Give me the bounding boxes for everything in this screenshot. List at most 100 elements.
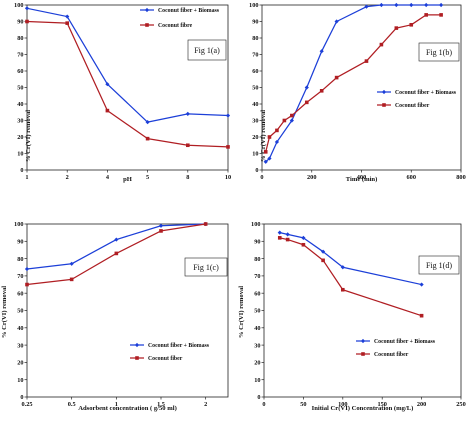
x-tick-label: 0	[260, 174, 263, 181]
y-tick-label: 100	[14, 2, 23, 9]
data-point	[394, 26, 399, 30]
series-line	[265, 4, 442, 163]
x-tick-label: 2	[204, 401, 207, 408]
y-tick-label: 100	[14, 221, 23, 228]
y-tick-label: 40	[17, 325, 23, 332]
y-tick-label: 60	[17, 68, 23, 75]
data-point	[282, 118, 287, 123]
x-tick-label: 400	[357, 174, 366, 181]
data-point	[69, 277, 74, 282]
series-0	[24, 6, 231, 125]
fig-label: Fig 1(d)	[426, 261, 452, 270]
data-point	[65, 14, 70, 19]
y-tick-label: 40	[252, 101, 258, 108]
x-axis-label: Initial Cr(VI) Concentration (mg/L)	[312, 405, 414, 412]
plot-frame	[26, 223, 229, 398]
y-tick-label: 30	[254, 342, 260, 349]
y-tick-label: 80	[254, 256, 260, 263]
fig-label-box	[187, 39, 227, 61]
y-tick-label: 60	[252, 68, 258, 75]
data-point	[364, 59, 369, 63]
data-point	[267, 156, 272, 161]
fig-label-box	[418, 42, 460, 62]
data-point	[159, 229, 163, 233]
y-tick-label: 20	[252, 134, 258, 141]
data-point	[185, 111, 190, 116]
series-1	[25, 222, 208, 287]
x-tick-label: 250	[456, 401, 465, 408]
data-point	[419, 282, 424, 287]
x-tick-label: 5	[146, 174, 149, 181]
x-tick-label: 1	[25, 174, 28, 181]
legend-marker	[145, 23, 149, 27]
y-tick-label: 100	[251, 221, 260, 228]
x-tick-label: 1	[115, 401, 118, 408]
data-point	[364, 4, 369, 9]
y-tick-label: 20	[17, 134, 23, 141]
legend-label: Coconut fiber + Biomass	[148, 343, 210, 349]
chart-panel-c: 0 10 20 30 40 50 60 70 80 90 100 0.25 0.5 1 1.5 2 Adsorb…	[1, 221, 229, 412]
x-tick-label: 2	[66, 174, 69, 181]
y-tick-label: 70	[254, 273, 260, 280]
data-point	[409, 23, 414, 27]
data-point	[285, 232, 290, 237]
legend: Coconut fiber + Biomass Coconut fiber	[356, 338, 436, 358]
x-tick-label: 100	[338, 401, 347, 408]
data-point	[290, 113, 294, 118]
data-point	[304, 85, 309, 90]
data-point	[379, 42, 384, 47]
data-point	[267, 135, 272, 139]
y-tick-label: 0	[20, 167, 23, 174]
y-tick-label: 20	[17, 360, 23, 367]
data-point	[24, 266, 30, 272]
series-line	[26, 223, 206, 270]
data-point	[277, 230, 282, 235]
x-tick-label: 600	[407, 174, 416, 181]
y-axis-label: % Cr(VI) removal	[25, 110, 32, 162]
legend-label: Coconut fiber	[395, 103, 430, 109]
fig-label-box	[184, 257, 228, 277]
y-tick-label: 90	[252, 19, 258, 26]
legend-marker	[360, 338, 366, 344]
data-point	[274, 139, 280, 145]
fig-label-box	[418, 255, 460, 275]
legend-label: Coconut fiber + Biomass	[374, 339, 436, 345]
y-tick-label: 80	[252, 35, 258, 42]
y-tick-label: 70	[17, 273, 23, 280]
x-tick-label: 4	[106, 174, 110, 181]
legend-label: Coconut fiber	[374, 352, 409, 358]
y-tick-label: 10	[17, 377, 23, 384]
chart-panel-a: 0 10 20 30 40 50 60 70 80 90 100 1 2 4 5 8 10 pH % Cr(VI) …	[14, 2, 231, 183]
data-point	[289, 118, 294, 123]
data-point	[158, 223, 164, 228]
x-tick-label: 0.5	[68, 401, 76, 408]
x-tick-label: 200	[307, 174, 316, 181]
x-axis-label: Time (min)	[346, 176, 378, 183]
x-tick-label: 10	[225, 174, 231, 181]
data-point	[304, 100, 309, 105]
data-point	[301, 242, 306, 247]
data-point	[225, 113, 231, 118]
plot-frame	[261, 4, 462, 171]
y-tick-label: 40	[17, 101, 23, 108]
y-axis-label: % Cr(VI) removal	[1, 286, 8, 338]
legend-label: Coconut fibre	[158, 23, 193, 29]
series-0	[263, 2, 444, 164]
series-0	[277, 230, 424, 287]
data-point	[114, 237, 119, 242]
x-tick-label: 200	[417, 401, 426, 408]
legend-marker	[381, 89, 387, 95]
y-tick-label: 30	[17, 118, 23, 125]
data-point	[105, 108, 110, 113]
data-point	[419, 313, 424, 318]
x-tick-label: 1.5	[157, 401, 165, 408]
data-point	[439, 13, 443, 17]
data-point	[145, 136, 150, 141]
y-tick-label: 60	[254, 290, 260, 297]
data-point	[439, 2, 444, 8]
legend-marker	[382, 103, 386, 107]
series-line	[279, 237, 422, 317]
fig-label: Fig 1(b)	[426, 48, 452, 57]
y-tick-label: 90	[17, 239, 23, 246]
data-point	[65, 21, 69, 25]
